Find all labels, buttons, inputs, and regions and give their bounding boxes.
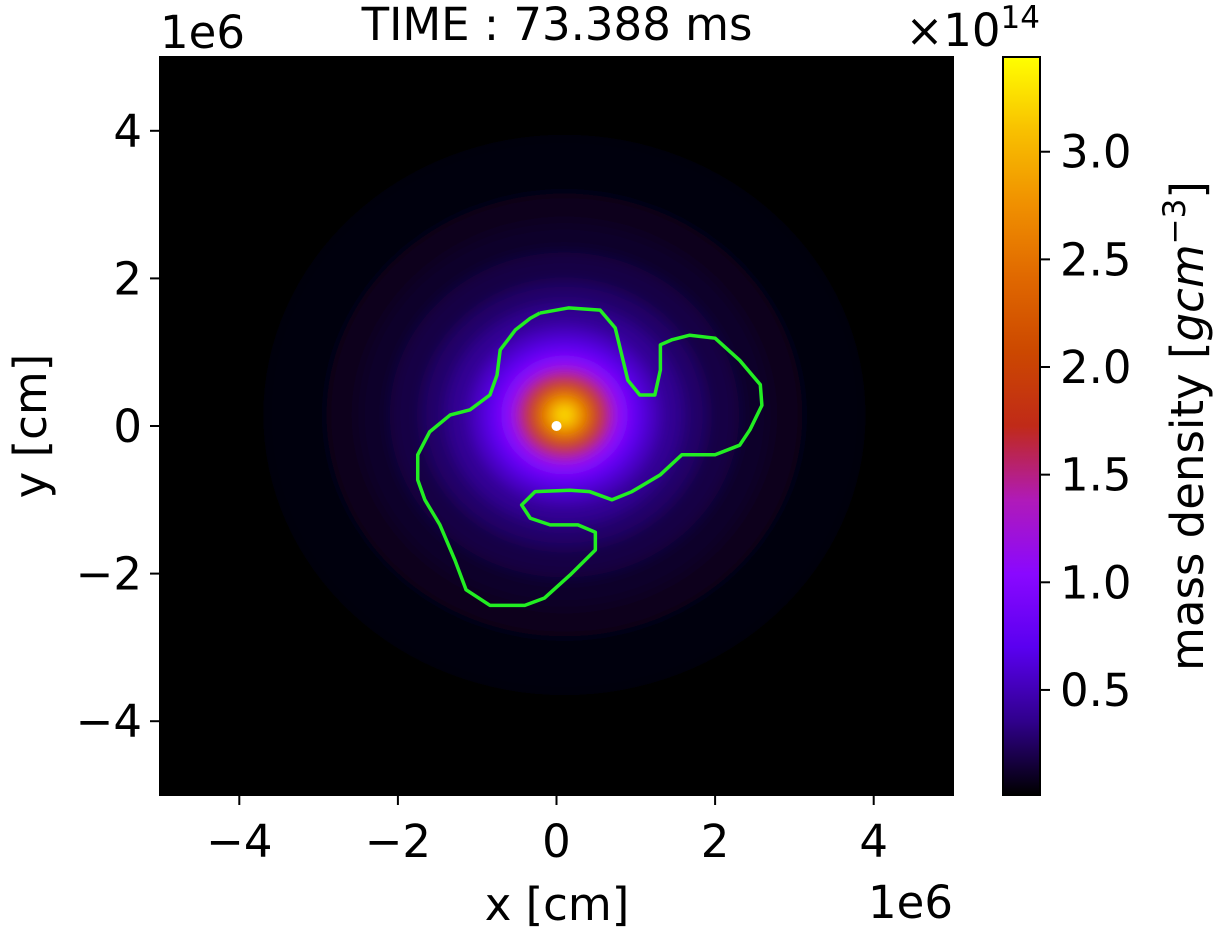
x-tick-label: −4 xyxy=(206,815,272,868)
density-ring xyxy=(560,411,569,419)
label-exponent: −3 xyxy=(1157,199,1193,245)
density-field xyxy=(263,134,866,696)
x-tick-label: 2 xyxy=(701,815,730,868)
label-text: mass density [ xyxy=(1161,341,1214,670)
y-tick-label: 0 xyxy=(113,400,142,453)
contour xyxy=(415,306,764,608)
label-close: ] xyxy=(1161,181,1214,199)
overlay xyxy=(415,306,764,608)
colorbar-label: mass density [gcm−3] xyxy=(1157,181,1214,671)
x-tick-label: 4 xyxy=(859,815,888,868)
y-tick-label: −2 xyxy=(76,548,142,601)
y-tick-label: 2 xyxy=(113,252,142,305)
colorbar-tick-label: 2.5 xyxy=(1060,233,1132,286)
colorbar xyxy=(1002,56,1041,796)
colorbar-tick-label: 1.5 xyxy=(1060,449,1132,502)
colorbar-offset: ×1014 xyxy=(906,0,1040,57)
colorbar-tick-label: 3.0 xyxy=(1060,126,1132,179)
offset-exponent: 14 xyxy=(1001,0,1040,36)
y-tick-label: −4 xyxy=(76,695,142,748)
center-marker xyxy=(551,421,562,431)
colorbar-tick-label: 1.0 xyxy=(1060,556,1132,609)
x-tick-label: −2 xyxy=(365,815,431,868)
label-unit: gcm xyxy=(1161,244,1214,341)
colorbar-tick-label: 0.5 xyxy=(1060,664,1132,717)
colorbar-tick-label: 2.0 xyxy=(1060,341,1132,394)
chart-title: TIME : 73.388 ms xyxy=(361,0,753,51)
x-tick-label: 0 xyxy=(542,815,571,868)
x-offset: 1e6 xyxy=(868,876,953,929)
x-axis-label: x [cm] xyxy=(485,878,630,931)
y-offset: 1e6 xyxy=(160,6,245,59)
y-axis-label: y [cm] xyxy=(4,354,57,499)
y-tick-label: 4 xyxy=(113,105,142,158)
offset-base: ×10 xyxy=(906,4,1001,57)
